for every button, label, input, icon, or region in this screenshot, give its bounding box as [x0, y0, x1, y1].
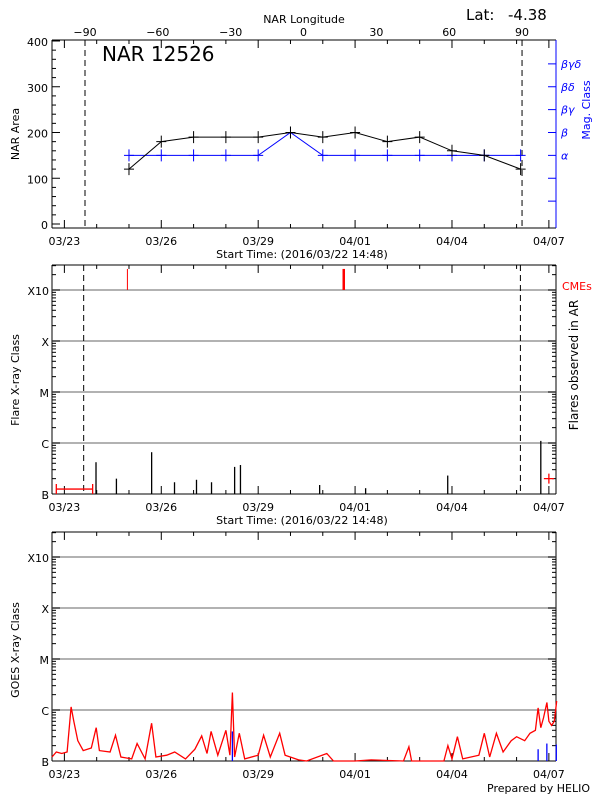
nar-area-point — [414, 131, 425, 144]
panel2-xtick-label: 03/29 — [242, 501, 274, 514]
longitude-tick-label: −30 — [219, 26, 242, 39]
lat-value: -4.38 — [508, 6, 547, 24]
mag-class-point — [123, 149, 134, 162]
panel2-xtick-label: 04/01 — [339, 501, 371, 514]
panel1-xtick-label: 03/29 — [242, 235, 274, 248]
panel1-xtick-label: 04/01 — [339, 235, 371, 248]
mag-class-tick-label: α — [561, 149, 569, 162]
panel3-ytick-label: X10 — [27, 552, 49, 565]
nar-area-point — [156, 135, 167, 148]
panel1-ylabel: NAR Area — [9, 108, 22, 160]
panel2-xtick-label: 04/04 — [436, 501, 468, 514]
panel2-ytick-label: C — [41, 438, 49, 451]
lat-label: Lat: — [466, 6, 494, 24]
longitude-tick-label: 0 — [300, 26, 307, 39]
mag-class-point — [220, 149, 231, 162]
mag-class-point — [414, 149, 425, 162]
panel3-xtick-label: 03/23 — [49, 768, 81, 781]
nar-area-point — [515, 163, 526, 176]
cme-label: CMEs — [562, 280, 592, 293]
panel1-xtick-label: 04/07 — [533, 235, 565, 248]
mag-class-point — [156, 149, 167, 162]
panel3-ytick-label: M — [40, 654, 50, 667]
longitude-tick-label: −60 — [146, 26, 169, 39]
mag-class-point — [350, 149, 361, 162]
panel2-ytick-label: X — [41, 336, 49, 349]
panel2-y2label: Flares observed in AR — [567, 300, 581, 430]
mag-class-point — [253, 149, 264, 162]
panel3-xtick-label: 04/01 — [339, 768, 371, 781]
mag-class-tick-label: β — [560, 127, 568, 140]
mag-class-tick-label: βδ — [560, 81, 575, 94]
nar-area-line — [128, 131, 521, 170]
panel1-ytick-label: 200 — [27, 128, 48, 141]
nar-area-point — [285, 126, 296, 139]
panel2-ytick-label: M — [40, 387, 50, 400]
panel3-xtick-label: 03/29 — [242, 768, 274, 781]
panel2-ylabel: Flare X-ray Class — [9, 334, 22, 426]
mag-class-point — [515, 149, 526, 162]
panel1-title: NAR 12526 — [102, 42, 215, 66]
panel1-xlabel: Start Time: (2016/03/22 14:48) — [216, 248, 388, 261]
nar-area-point — [382, 135, 393, 148]
mag-class-tick-label: βγδ — [560, 58, 582, 71]
longitude-tick-label: 30 — [369, 26, 383, 39]
panel1-xtick-label: 03/26 — [145, 235, 177, 248]
nar-area-point — [253, 131, 264, 144]
longitude-tick-label: −90 — [73, 26, 96, 39]
panel3-xtick-label: 04/07 — [533, 768, 565, 781]
panel2-xtick-label: 03/23 — [49, 501, 81, 514]
panel1-ytick-label: 0 — [41, 219, 48, 232]
nar-area-point — [220, 131, 231, 144]
nar-area-point — [188, 131, 199, 144]
panel2-ytick-label: B — [41, 489, 49, 502]
panel2-xtick-label: 04/07 — [533, 501, 565, 514]
panel3-ytick-label: C — [41, 705, 49, 718]
longitude-tick-label: 90 — [515, 26, 529, 39]
panel3-ytick-label: X — [41, 603, 49, 616]
mag-class-point — [317, 149, 328, 162]
nar-area-point — [350, 126, 361, 139]
nar-area-point — [317, 131, 328, 144]
panel3-xtick-label: 04/04 — [436, 768, 468, 781]
mag-class-point — [382, 149, 393, 162]
panel3-xtick-label: 03/26 — [145, 768, 177, 781]
panel3-ytick-label: B — [41, 756, 49, 769]
footer-credit: Prepared by HELIO — [487, 782, 590, 795]
top-axis-title: NAR Longitude — [263, 13, 345, 26]
nar-area-point — [479, 149, 490, 162]
flare-point-marker — [543, 473, 554, 484]
panel2-xlabel: Start Time: (2016/03/22 14:48) — [216, 514, 388, 527]
panel1-ytick-label: 100 — [27, 173, 48, 186]
flare-range-marker — [55, 484, 94, 495]
goes-flux-line — [51, 692, 558, 762]
longitude-tick-label: 60 — [442, 26, 456, 39]
panel1-y2label: Mag. Class — [580, 80, 593, 139]
mag-class-tick-label: βγ — [560, 104, 575, 117]
panel3-ylabel: GOES X-ray Class — [9, 602, 22, 698]
nar-area-point — [123, 163, 134, 176]
nar-area-point — [446, 144, 457, 157]
panel2-xtick-label: 03/26 — [145, 501, 177, 514]
panel1-ytick-label: 300 — [27, 82, 48, 95]
panel1-xtick-label: 03/23 — [49, 235, 81, 248]
panel2-ytick-label: X10 — [27, 285, 49, 298]
mag-class-point — [188, 149, 199, 162]
panel1-ytick-label: 400 — [27, 36, 48, 49]
panel1-xtick-label: 04/04 — [436, 235, 468, 248]
